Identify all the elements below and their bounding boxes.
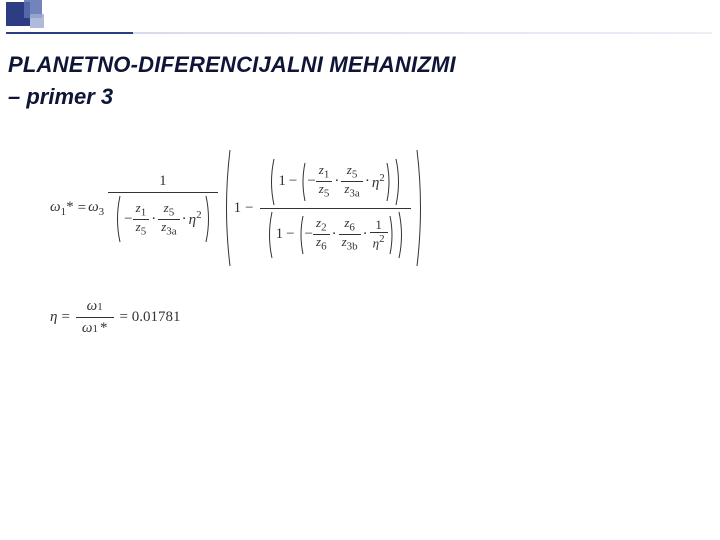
sub: 5	[352, 169, 358, 181]
paren-content: − z1 z5 · z5 z3a · η2	[122, 201, 203, 237]
one: 1	[372, 218, 385, 232]
z5-over-z3a: z5 z3a	[158, 201, 179, 237]
left-paren-icon	[268, 158, 276, 206]
left-paren-icon	[114, 195, 122, 243]
den-content: 1 − − z2 z6 ·	[274, 215, 397, 255]
right-paren-icon	[415, 148, 425, 268]
title-line-2: – primer 3	[8, 84, 700, 110]
eq1-bracket2: 1 − 1 − −	[222, 148, 425, 268]
equals: =	[61, 309, 69, 326]
title-line-1: PLANETNO-DIFERENCIJALNI MEHANIZMI	[8, 52, 700, 78]
eq2-num: ω1	[81, 296, 109, 317]
sub: 3a	[349, 188, 359, 200]
nested-den: 1 − − z2 z6 ·	[260, 209, 411, 261]
omega-symbol: ω	[88, 199, 99, 215]
equals: =	[78, 200, 86, 217]
one: 1	[278, 173, 286, 190]
eta: η	[50, 309, 57, 325]
right-paren-icon	[385, 162, 392, 202]
sub: 2	[321, 222, 327, 234]
eq2-value: = 0.01781	[120, 309, 181, 326]
omega: ω	[87, 298, 98, 315]
sub-1: 1	[97, 301, 103, 313]
sub: 6	[321, 241, 327, 253]
dot: ·	[180, 211, 189, 228]
nested-frac: 1 − − z1 z5 ·	[260, 156, 411, 261]
left-paren-icon	[300, 162, 307, 202]
omega3: ω3	[88, 199, 104, 218]
sup-2: 2	[379, 233, 385, 245]
right-paren-icon	[388, 215, 395, 255]
eta-sq: η2	[372, 172, 385, 192]
minus: −	[124, 211, 132, 228]
omega: ω	[82, 320, 93, 337]
one-over-eta2: 1 η2	[370, 218, 388, 251]
slide-title: PLANETNO-DIFERENCIJALNI MEHANIZMI – prim…	[8, 52, 700, 110]
paren-group: − z1 z5 · z5 z3a · η2	[114, 195, 211, 243]
num-paren: 1 − − z1 z5 ·	[268, 158, 401, 206]
header-square-3	[30, 14, 44, 28]
omega-symbol: ω	[50, 199, 61, 215]
den-paren: 1 − − z2 z6 ·	[266, 211, 405, 259]
eta: η	[189, 212, 196, 228]
left-paren-icon	[298, 215, 305, 255]
left-paren-icon	[222, 148, 232, 268]
dot: ·	[363, 173, 372, 190]
sub: 6	[349, 222, 355, 234]
star: *	[66, 199, 74, 215]
minus: −	[307, 173, 315, 190]
sub: 1	[324, 169, 330, 181]
bracket2-content: 1 − 1 − −	[232, 156, 415, 261]
dot: ·	[330, 226, 339, 243]
eta-sq: η2	[189, 209, 202, 229]
equation-2: η = ω1 ω1* = 0.01781	[50, 296, 590, 339]
minus: −	[283, 226, 297, 243]
left-paren-icon	[266, 211, 274, 259]
right-paren-icon	[397, 211, 405, 259]
eq2-frac: ω1 ω1*	[76, 296, 114, 339]
one: 1	[276, 226, 284, 243]
dot: ·	[361, 226, 370, 243]
sub-3: 3	[99, 206, 105, 218]
numerator-1: 1	[153, 171, 173, 192]
z1-over-z5: z1 z5	[133, 201, 150, 237]
equation-1: ω1* = ω3 1 − z1 z5 ·	[50, 148, 590, 268]
z2-over-z6: z2 z6	[313, 216, 330, 252]
sub-1: 1	[93, 323, 99, 335]
one: 1	[234, 200, 242, 217]
sub: 1	[141, 206, 147, 218]
dot: ·	[332, 173, 341, 190]
minus: −	[286, 173, 300, 190]
dot: ·	[149, 211, 158, 228]
denominator-1: − z1 z5 · z5 z3a · η2	[108, 193, 217, 245]
sub: 5	[141, 225, 147, 237]
minus: −	[305, 226, 313, 243]
eq1-frac1: 1 − z1 z5 · z5	[108, 171, 217, 245]
sub: 3b	[347, 241, 358, 253]
nested-num: 1 − − z1 z5 ·	[262, 156, 407, 208]
header-divider	[6, 32, 712, 34]
eta-lhs: η	[50, 309, 57, 326]
z6-over-z3b: z6 z3b	[339, 216, 361, 252]
eq1-lhs: ω1*	[50, 199, 74, 218]
sub: 3a	[166, 225, 176, 237]
minus: −	[241, 200, 257, 217]
star: *	[100, 320, 108, 337]
num-content: 1 − − z1 z5 ·	[276, 162, 393, 202]
sup-2: 2	[196, 209, 202, 221]
z5-over-z3a-b: z5 z3a	[341, 163, 362, 199]
eq2-den: ω1*	[76, 318, 114, 339]
formula-area: ω1* = ω3 1 − z1 z5 ·	[50, 148, 590, 339]
right-paren-icon	[204, 195, 212, 243]
sub: 5	[169, 206, 175, 218]
right-paren-icon	[394, 158, 402, 206]
header-decoration	[0, 0, 720, 40]
sub: 5	[324, 188, 330, 200]
z1-over-z5-b: z1 z5	[316, 163, 333, 199]
